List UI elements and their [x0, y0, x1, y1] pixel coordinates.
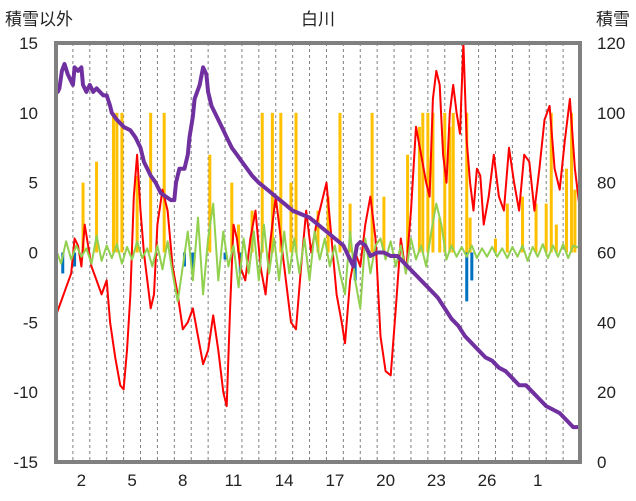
bar-0 — [260, 112, 264, 253]
bar-0 — [208, 154, 212, 253]
bar-0 — [370, 112, 374, 253]
bar-0 — [382, 196, 386, 253]
x-tick-label: 5 — [127, 471, 136, 490]
bar-0 — [544, 203, 548, 253]
right-tick-label: 80 — [597, 174, 616, 193]
bar-0 — [417, 126, 421, 253]
bar-0 — [237, 224, 241, 253]
bar-0 — [438, 217, 442, 253]
left-tick-label: 10 — [19, 104, 38, 123]
bar-0 — [426, 112, 430, 253]
bar-0 — [451, 112, 455, 253]
left-tick-label: 0 — [29, 244, 38, 263]
left-tick-label: 5 — [29, 174, 38, 193]
x-tick-label: 2 — [77, 471, 86, 490]
bar-0 — [493, 238, 497, 253]
bar-0 — [294, 112, 298, 253]
bar-1 — [191, 252, 195, 274]
bar-0 — [162, 112, 166, 253]
left-tick-label: 15 — [19, 34, 38, 53]
bar-1 — [470, 252, 474, 281]
bar-1 — [223, 252, 227, 260]
bar-0 — [348, 203, 352, 253]
x-tick-label: 17 — [325, 471, 344, 490]
plot-border — [54, 41, 582, 464]
right-tick-label: 40 — [597, 313, 616, 332]
left-axis-label: 積雪以外 — [5, 10, 73, 30]
chart-title: 白川 — [301, 10, 335, 30]
series-line-2 — [55, 202, 581, 310]
x-tick-label: 8 — [178, 471, 187, 490]
bar-0 — [111, 112, 115, 253]
bar-0 — [149, 112, 153, 253]
bar-0 — [549, 112, 553, 253]
x-tick-label: 14 — [275, 471, 294, 490]
bar-0 — [573, 189, 577, 253]
bar-0 — [421, 112, 425, 253]
bar-0 — [338, 112, 342, 253]
bar-0 — [279, 112, 283, 253]
bar-0 — [521, 196, 525, 253]
bar-0 — [289, 182, 293, 253]
series-line-0 — [55, 62, 582, 430]
bar-0 — [468, 217, 472, 253]
x-tick-label: 26 — [478, 471, 497, 490]
bar-0 — [554, 224, 558, 253]
bar-1 — [73, 252, 77, 267]
bar-0 — [505, 203, 509, 253]
left-tick-label: -5 — [23, 313, 38, 332]
right-axis-label: 積雪 — [596, 10, 630, 30]
bar-0 — [448, 126, 452, 253]
right-tick-label: 0 — [597, 453, 606, 472]
grid — [72, 43, 564, 462]
bar-0 — [115, 112, 119, 253]
right-tick-label: 60 — [597, 244, 616, 263]
bar-0 — [270, 112, 274, 253]
x-tick-label: 20 — [376, 471, 395, 490]
line-series — [55, 42, 582, 430]
bar-0 — [135, 175, 139, 253]
bar-0 — [564, 168, 568, 253]
bar-0 — [326, 196, 330, 253]
bar-0 — [534, 203, 538, 253]
bar-0 — [95, 161, 99, 253]
left-tick-label: -15 — [13, 453, 38, 472]
bar-0 — [465, 112, 469, 253]
bar-0 — [431, 112, 435, 253]
right-tick-label: 120 — [597, 34, 625, 53]
bar-0 — [443, 112, 447, 253]
right-tick-label: 20 — [597, 383, 616, 402]
x-tick-label: 11 — [225, 471, 243, 490]
bar-0 — [406, 154, 410, 253]
tick-labels: 15 10 5 0 -5 -10 -15 120 100 80 60 40 20 0 2 5 8 11 14 17 20… — [13, 34, 625, 490]
bar-0 — [120, 112, 124, 253]
x-tick-label: 23 — [427, 471, 446, 490]
bar-0 — [316, 210, 320, 253]
bar-1 — [61, 252, 65, 274]
bar-0 — [230, 182, 234, 253]
x-tick-label: 1 — [533, 471, 542, 490]
bar-1 — [465, 252, 469, 302]
right-tick-label: 100 — [597, 104, 625, 123]
bar-0 — [81, 182, 85, 253]
left-tick-label: -10 — [13, 383, 38, 402]
bar-0 — [570, 112, 574, 253]
